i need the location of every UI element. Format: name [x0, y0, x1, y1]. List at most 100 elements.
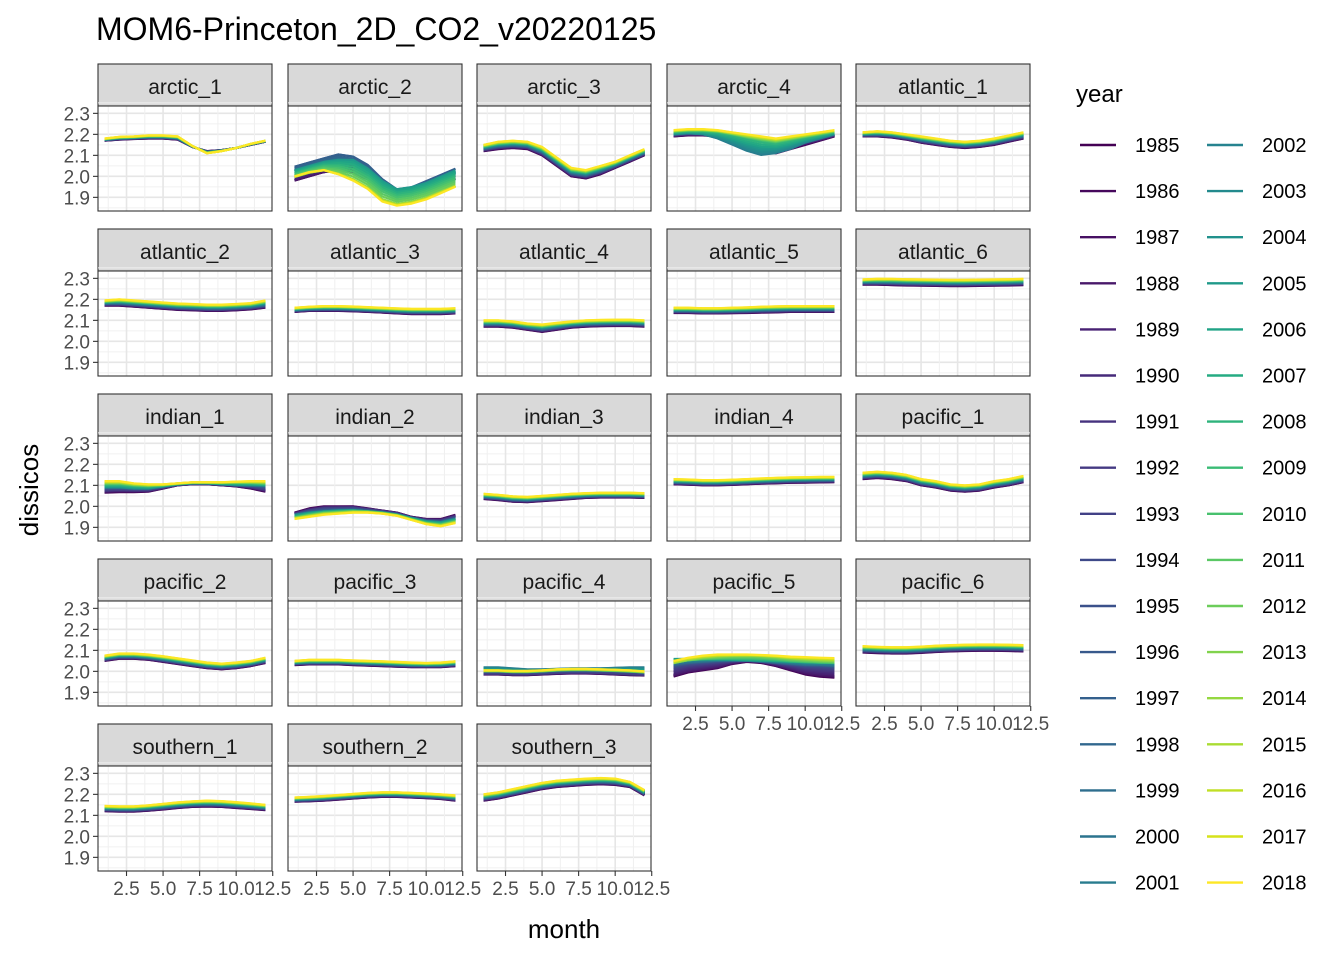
legend-label: 1998: [1135, 734, 1180, 756]
legend-item-2015: 2015: [1207, 734, 1307, 756]
x-tick-label: 7.5: [376, 879, 402, 900]
legend-label: 2008: [1262, 412, 1307, 434]
legend-label: 1987: [1135, 227, 1180, 249]
y-tick-label: 1.9: [64, 518, 90, 539]
facet-strip-label: arctic_2: [338, 76, 412, 99]
series-line-2018: [673, 305, 835, 310]
facet-strip-label: atlantic_2: [140, 241, 230, 264]
y-tick-label: 2.1: [64, 476, 90, 497]
series-lines: [673, 653, 835, 679]
series-lines: [104, 799, 266, 813]
series-lines: [104, 134, 266, 155]
series-line-2018: [673, 128, 835, 140]
series-lines: [294, 153, 456, 207]
series-lines: [483, 139, 645, 180]
legend-label: 2018: [1262, 873, 1307, 895]
y-axis-pacific_2: 1.92.02.12.22.3: [64, 599, 98, 704]
legend-label: 2017: [1262, 827, 1307, 849]
series-lines: [862, 470, 1024, 493]
legend-item-1986: 1986: [1080, 181, 1180, 203]
series-line-1997: [294, 153, 456, 191]
series-line-2018: [673, 653, 835, 662]
x-tick-label: 12.5: [823, 714, 860, 735]
legend-item-2012: 2012: [1207, 596, 1307, 618]
series-lines: [104, 480, 266, 494]
x-tick-label: 5.0: [340, 879, 366, 900]
legend-label: 1990: [1135, 366, 1180, 388]
facet-strip-label: indian_4: [714, 406, 794, 429]
series-lines: [104, 652, 266, 671]
y-tick-label: 1.9: [64, 353, 90, 374]
legend-label: 1997: [1135, 688, 1180, 710]
series-lines: [294, 505, 456, 528]
facet-strip: [666, 393, 842, 437]
legend-item-2013: 2013: [1207, 642, 1307, 664]
x-tick-label: 2.5: [492, 879, 518, 900]
facet-indian_3: indian_3: [476, 393, 652, 542]
x-tick-label: 10.0: [218, 879, 255, 900]
x-tick-label: 12.5: [633, 879, 670, 900]
y-tick-label: 2.3: [64, 764, 90, 785]
panel-border: [666, 600, 842, 707]
legend-item-2003: 2003: [1207, 181, 1307, 203]
legend-item-1999: 1999: [1080, 780, 1180, 802]
facet-pacific_5: pacific_5: [666, 558, 842, 707]
legend-item-1987: 1987: [1080, 227, 1180, 249]
chart-title: MOM6-Princeton_2D_CO2_v20220125: [96, 11, 656, 47]
plot-area: [288, 271, 462, 376]
y-tick-label: 2.3: [64, 269, 90, 290]
facet-pacific_1: pacific_1: [855, 393, 1031, 542]
legend-label: 2002: [1262, 135, 1307, 157]
facet-arctic_2: arctic_2: [287, 63, 463, 212]
legend-item-2001: 2001: [1080, 873, 1180, 895]
gridlines: [288, 267, 462, 376]
legend-label: 1993: [1135, 504, 1180, 526]
x-tick-label: 2.5: [113, 879, 139, 900]
facet-strip: [855, 558, 1031, 602]
series-line-2018: [862, 470, 1024, 487]
facet-strip-label: indian_1: [145, 406, 224, 429]
x-tick-label: 7.5: [944, 714, 970, 735]
series-line-2018: [104, 480, 266, 486]
plot-area: [288, 601, 462, 706]
plot-area: [288, 766, 462, 871]
series-line-2018: [294, 791, 456, 799]
legend-label: 2016: [1262, 780, 1307, 802]
facet-strip: [97, 63, 273, 107]
facet-atlantic_5: atlantic_5: [666, 228, 842, 377]
plot-area: [667, 601, 841, 706]
legend-item-1997: 1997: [1080, 688, 1180, 710]
x-tick-label: 5.0: [529, 879, 555, 900]
series-line-2018: [483, 491, 645, 498]
facet-strip: [476, 558, 652, 602]
gridlines: [288, 597, 462, 706]
panel-border: [287, 435, 463, 542]
legend-item-2011: 2011: [1207, 550, 1305, 572]
facet-southern_3: southern_3: [476, 723, 652, 872]
legend-label: 2015: [1262, 734, 1307, 756]
panel-border: [287, 270, 463, 377]
gridlines: [667, 102, 841, 211]
panel-border: [855, 105, 1031, 212]
x-axes: 2.5 5.0 7.5 10.0 12.5 2.5 5.0 7.5 10.0 12.52.5 5.0…: [113, 706, 1049, 900]
series-line-2018: [483, 139, 645, 172]
y-tick-label: 2.3: [64, 599, 90, 620]
facet-strip-label: southern_3: [511, 736, 616, 759]
series-lines: [294, 658, 456, 669]
facet-pacific_6: pacific_6: [855, 558, 1031, 707]
y-tick-label: 2.1: [64, 146, 90, 167]
legend-label: 2006: [1262, 319, 1307, 341]
legend-item-1988: 1988: [1080, 273, 1180, 295]
legend-label: 2003: [1262, 181, 1307, 203]
facet-strip: [97, 558, 273, 602]
facet-strip-label: atlantic_5: [709, 241, 799, 264]
y-tick-label: 2.0: [64, 167, 90, 188]
series-line-2018: [483, 667, 645, 673]
x-tick-label: 2.5: [682, 714, 708, 735]
legend-label: 2009: [1262, 458, 1307, 480]
series-line-2018: [104, 652, 266, 665]
facet-atlantic_6: atlantic_6: [855, 228, 1031, 377]
legend-item-1991: 1991: [1080, 412, 1180, 434]
y-axis-southern_1: 1.92.02.12.22.3: [64, 764, 98, 869]
facet-indian_1: indian_1: [97, 393, 273, 542]
